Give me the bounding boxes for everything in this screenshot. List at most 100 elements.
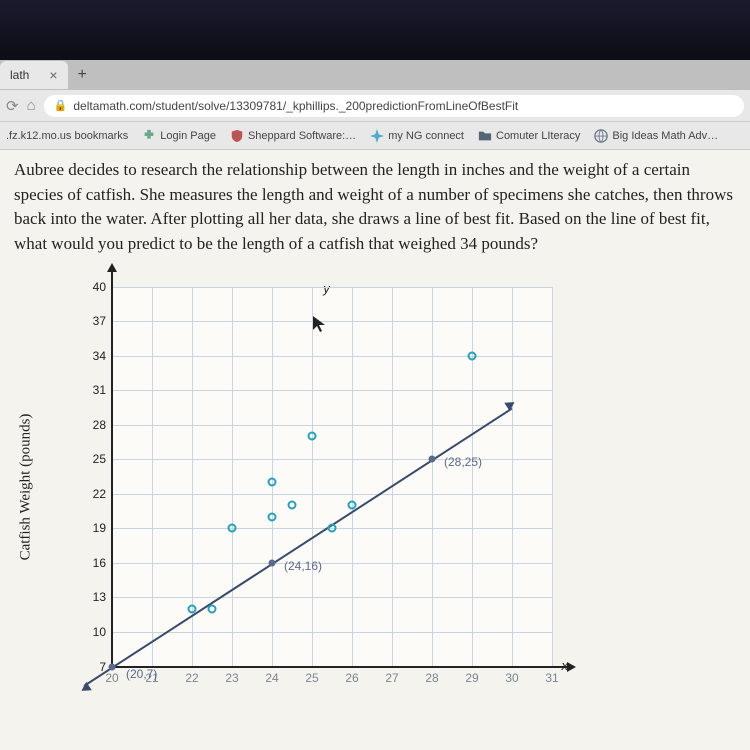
folder-icon xyxy=(478,129,492,143)
gridline-h xyxy=(112,563,552,564)
puzzle-icon xyxy=(142,129,156,143)
home-icon[interactable]: ⌂ xyxy=(27,97,36,114)
line-point xyxy=(109,663,116,670)
point-label: (28,25) xyxy=(444,455,482,469)
y-axis-label: Catfish Weight (pounds) xyxy=(18,413,35,560)
y-tick-label: 19 xyxy=(93,521,112,535)
reload-icon[interactable]: ⟳ xyxy=(6,97,19,115)
gridline-v xyxy=(232,287,233,667)
bookmark-label: Login Page xyxy=(160,130,216,142)
y-tick-label: 28 xyxy=(93,418,112,432)
data-point xyxy=(188,604,197,613)
tab-strip: lath × + xyxy=(0,60,750,90)
gridline-v xyxy=(512,287,513,667)
y-tick-label: 31 xyxy=(93,383,112,397)
gridline-v xyxy=(392,287,393,667)
data-point xyxy=(268,512,277,521)
gridline-h xyxy=(112,321,552,322)
line-point xyxy=(429,456,436,463)
lock-icon: 🔒 xyxy=(54,99,68,112)
bookmark-item[interactable]: my NG connect xyxy=(370,129,464,143)
cursor-icon xyxy=(312,315,326,333)
question-text: Aubree decides to research the relations… xyxy=(14,158,736,257)
data-point xyxy=(268,478,277,487)
bookmark-label: my NG connect xyxy=(388,130,464,142)
x-tick-label: 30 xyxy=(505,667,518,685)
browser-tab[interactable]: lath × xyxy=(0,61,68,89)
bookmark-item[interactable]: .fz.k12.mo.us bookmarks xyxy=(6,130,128,142)
tab-title: lath xyxy=(10,68,29,82)
line-arrow-start xyxy=(79,682,92,695)
data-point xyxy=(308,432,317,441)
x-tick-label: 31 xyxy=(545,667,558,685)
url-text: deltamath.com/student/solve/13309781/_kp… xyxy=(73,99,518,113)
data-point xyxy=(468,351,477,360)
gridline-h xyxy=(112,425,552,426)
bookmark-label: Big Ideas Math Adv… xyxy=(612,130,718,142)
gridline-h xyxy=(112,287,552,288)
bookmark-label: .fz.k12.mo.us bookmarks xyxy=(6,130,128,142)
address-bar-row: ⟳ ⌂ 🔒 deltamath.com/student/solve/133097… xyxy=(0,90,750,122)
y-tick-label: 37 xyxy=(93,314,112,328)
x-tick-label: 22 xyxy=(185,667,198,685)
y-axis-arrow xyxy=(107,263,117,272)
x-axis-arrow xyxy=(567,662,576,672)
line-point xyxy=(269,559,276,566)
new-tab-button[interactable]: + xyxy=(70,66,95,84)
data-point xyxy=(348,501,357,510)
gridline-h xyxy=(112,632,552,633)
point-label: (24,16) xyxy=(284,559,322,573)
spark-icon xyxy=(370,129,384,143)
gridline-h xyxy=(112,390,552,391)
x-tick-label: 25 xyxy=(305,667,318,685)
gridline-v xyxy=(152,287,153,667)
data-point xyxy=(328,524,337,533)
y-var-label: y xyxy=(323,281,330,296)
bookmark-item[interactable]: Sheppard Software:… xyxy=(230,129,356,143)
y-tick-label: 22 xyxy=(93,487,112,501)
browser-window: lath × + ⟳ ⌂ 🔒 deltamath.com/student/sol… xyxy=(0,60,750,750)
data-point xyxy=(288,501,297,510)
scatter-chart: Catfish Weight (pounds) y x 710131619222… xyxy=(54,277,574,697)
shield-icon xyxy=(230,129,244,143)
gridline-v xyxy=(472,287,473,667)
gridline-v xyxy=(432,287,433,667)
y-tick-label: 40 xyxy=(93,280,112,294)
y-axis xyxy=(111,267,113,667)
y-tick-label: 16 xyxy=(93,556,112,570)
x-tick-label: 26 xyxy=(345,667,358,685)
gridline-h xyxy=(112,459,552,460)
x-tick-label: 24 xyxy=(265,667,278,685)
x-tick-label: 28 xyxy=(425,667,438,685)
y-tick-label: 34 xyxy=(93,349,112,363)
bookmark-item[interactable]: Login Page xyxy=(142,129,216,143)
gridline-h xyxy=(112,494,552,495)
data-point xyxy=(208,604,217,613)
y-tick-label: 10 xyxy=(93,625,112,639)
bookmark-item[interactable]: Comuter LIteracy xyxy=(478,129,580,143)
page-content: Aubree decides to research the relations… xyxy=(0,150,750,750)
y-tick-label: 25 xyxy=(93,452,112,466)
data-point xyxy=(228,524,237,533)
x-tick-label: 27 xyxy=(385,667,398,685)
bookmark-item[interactable]: Big Ideas Math Adv… xyxy=(594,129,718,143)
best-fit-line xyxy=(83,408,512,687)
bookmark-label: Comuter LIteracy xyxy=(496,130,580,142)
bookmark-label: Sheppard Software:… xyxy=(248,130,356,142)
y-tick-label: 13 xyxy=(93,590,112,604)
bookmarks-bar: .fz.k12.mo.us bookmarks Login Page Shepp… xyxy=(0,122,750,150)
x-axis xyxy=(111,666,571,668)
globe-icon xyxy=(594,129,608,143)
gridline-h xyxy=(112,356,552,357)
gridline-v xyxy=(552,287,553,667)
gridline-h xyxy=(112,597,552,598)
close-icon[interactable]: × xyxy=(49,67,57,83)
gridline-v xyxy=(272,287,273,667)
url-bar[interactable]: 🔒 deltamath.com/student/solve/13309781/_… xyxy=(44,95,744,117)
x-tick-label: 29 xyxy=(465,667,478,685)
plot-area: y x 710131619222528313437402021222324252… xyxy=(112,287,552,667)
gridline-v xyxy=(312,287,313,667)
point-label: (20,7) xyxy=(126,667,157,681)
x-tick-label: 23 xyxy=(225,667,238,685)
line-arrow-end xyxy=(504,398,517,411)
